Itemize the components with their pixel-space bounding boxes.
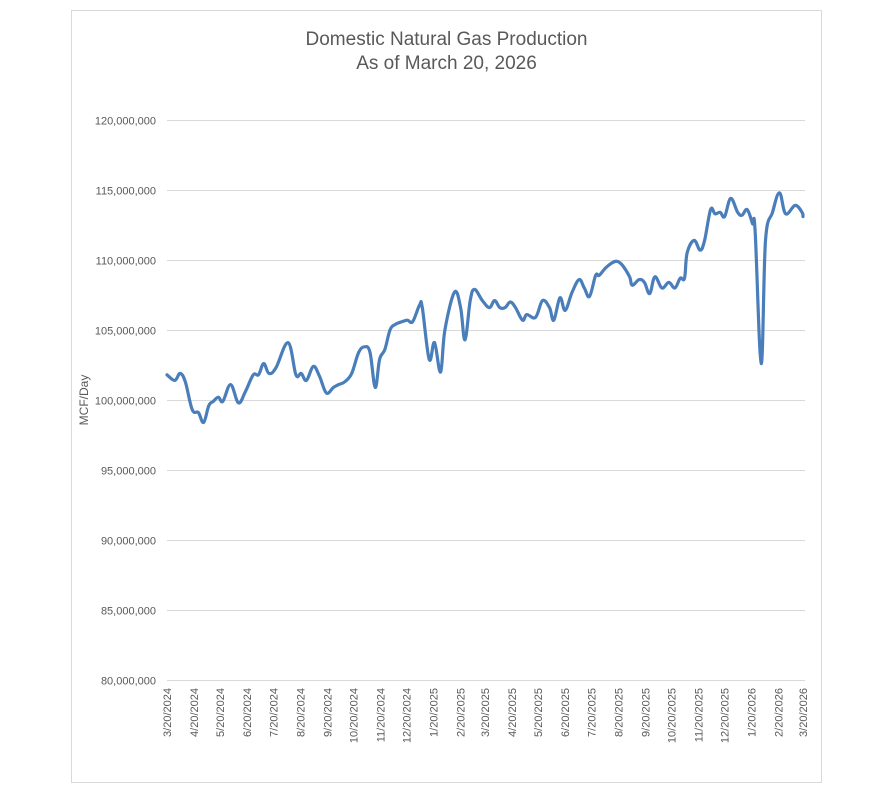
x-tick-label: 8/20/2024	[295, 688, 307, 737]
x-tick-label: 2/20/2026	[774, 688, 786, 737]
y-axis-label: MCF/Day	[77, 375, 91, 426]
x-tick-label: 4/20/2025	[507, 688, 519, 737]
x-tick-label: 5/20/2025	[533, 688, 545, 737]
series-layer	[165, 191, 805, 425]
x-tick-label: 10/20/2025	[666, 688, 678, 743]
x-tick-label: 6/20/2025	[560, 688, 572, 737]
series-line	[165, 191, 805, 425]
y-tick-label: 80,000,000	[101, 676, 156, 688]
x-tick-label: 11/20/2025	[693, 688, 705, 742]
x-tick-label: 9/20/2025	[640, 688, 652, 737]
x-tick-label: 1/20/2026	[747, 688, 759, 737]
x-tick-label: 7/20/2024	[268, 688, 280, 737]
y-tick-label: 105,000,000	[95, 326, 156, 338]
x-tick-label: 6/20/2024	[242, 688, 254, 737]
chart-subtitle: As of March 20, 2026	[356, 53, 537, 74]
x-tick-label: 2/20/2025	[456, 688, 468, 737]
x-tick-label: 3/20/2024	[162, 688, 174, 737]
x-tick-label: 9/20/2024	[322, 688, 334, 737]
x-tick-label: 12/20/2025	[720, 688, 732, 743]
y-tick-label: 115,000,000	[96, 186, 156, 198]
y-tick-label: 90,000,000	[101, 536, 156, 548]
x-tick-label: 1/20/2025	[429, 688, 441, 737]
y-tick-label: 85,000,000	[101, 606, 156, 618]
chart-title-block: Domestic Natural Gas Production As of Ma…	[71, 28, 822, 76]
x-axis-ticks: 3/20/2024 4/20/2024 5/20/2024 6/20/2024 7/20…	[162, 688, 810, 743]
y-tick-label: 110,000,000	[96, 256, 156, 268]
x-tick-label: 3/20/2026	[798, 688, 810, 737]
chart-frame	[71, 10, 822, 783]
y-tick-label: 95,000,000	[101, 466, 156, 478]
x-tick-label: 12/20/2024	[402, 688, 414, 743]
y-tick-label: 100,000,000	[95, 396, 156, 408]
x-tick-label: 3/20/2025	[480, 688, 492, 737]
x-tick-label: 4/20/2024	[189, 688, 201, 737]
x-tick-label: 5/20/2024	[215, 688, 227, 737]
x-tick-label: 10/20/2024	[348, 688, 360, 743]
x-tick-label: 7/20/2025	[586, 688, 598, 737]
x-tick-label: 8/20/2025	[613, 688, 625, 737]
y-axis-ticks: 80,000,000 85,000,000 90,000,000 95,000,000…	[95, 116, 156, 688]
y-tick-label: 120,000,000	[95, 116, 156, 128]
x-tick-label: 11/20/2024	[375, 688, 387, 742]
gridlines	[167, 120, 805, 681]
chart-title: Domestic Natural Gas Production	[305, 29, 588, 50]
